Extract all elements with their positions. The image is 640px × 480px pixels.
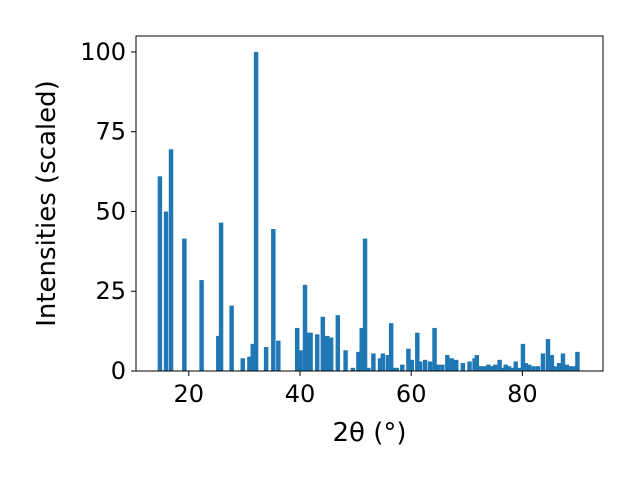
bar bbox=[486, 364, 491, 371]
y-tick-label: 50 bbox=[95, 197, 126, 225]
bar bbox=[575, 351, 580, 371]
bar bbox=[417, 361, 423, 371]
bar bbox=[216, 335, 221, 371]
y-tick-label: 75 bbox=[95, 118, 126, 146]
bar bbox=[556, 363, 562, 371]
bar bbox=[335, 315, 341, 371]
bar bbox=[320, 316, 326, 371]
bar bbox=[218, 222, 224, 371]
x-axis-label: 2θ (°) bbox=[332, 418, 406, 448]
bar bbox=[263, 347, 269, 371]
bar bbox=[409, 359, 414, 371]
x-tick-label: 80 bbox=[507, 380, 538, 408]
bar bbox=[302, 284, 308, 371]
bar bbox=[350, 367, 356, 371]
bar bbox=[199, 280, 204, 371]
bar bbox=[247, 356, 252, 371]
bar bbox=[549, 355, 555, 371]
bar bbox=[385, 355, 391, 371]
x-tick-label: 40 bbox=[285, 380, 316, 408]
bar bbox=[182, 238, 187, 371]
bar bbox=[506, 366, 512, 371]
bar bbox=[276, 340, 281, 371]
bar bbox=[517, 367, 522, 371]
bar bbox=[391, 367, 396, 371]
bar bbox=[377, 358, 383, 371]
bar bbox=[523, 363, 528, 371]
bar bbox=[510, 367, 516, 371]
bar bbox=[328, 337, 334, 371]
bars bbox=[157, 51, 580, 371]
bar bbox=[271, 229, 276, 371]
bar bbox=[406, 348, 411, 371]
bar bbox=[371, 353, 376, 371]
bar bbox=[380, 353, 386, 371]
bar bbox=[305, 332, 311, 371]
bar bbox=[415, 332, 420, 371]
x-tick-label: 20 bbox=[174, 380, 205, 408]
bar bbox=[540, 353, 546, 371]
bar bbox=[435, 364, 441, 371]
bar bbox=[325, 335, 330, 371]
bar bbox=[366, 367, 371, 371]
bar bbox=[315, 334, 320, 371]
bar bbox=[295, 327, 300, 371]
bar bbox=[535, 366, 541, 371]
bar bbox=[445, 355, 450, 371]
bar bbox=[449, 358, 455, 371]
bar bbox=[467, 361, 472, 371]
y-tick-label: 25 bbox=[95, 277, 126, 305]
y-tick-label: 0 bbox=[111, 357, 126, 385]
bar bbox=[560, 353, 566, 371]
bar bbox=[503, 364, 508, 371]
bar bbox=[567, 366, 573, 371]
bar bbox=[531, 366, 536, 371]
bar bbox=[394, 367, 399, 371]
bar bbox=[388, 323, 394, 371]
x-axis-ticks: 20 40 60 80 bbox=[174, 371, 538, 408]
bar bbox=[520, 343, 526, 371]
y-axis-ticks: 0 25 50 75 100 bbox=[80, 38, 136, 385]
bar bbox=[427, 361, 433, 371]
bar bbox=[163, 211, 169, 371]
bar bbox=[552, 366, 557, 371]
bar bbox=[483, 366, 488, 371]
bar bbox=[253, 51, 259, 371]
bar bbox=[500, 367, 505, 371]
bar bbox=[479, 366, 484, 371]
bar bbox=[362, 238, 368, 371]
bar bbox=[400, 364, 405, 371]
bar bbox=[489, 366, 494, 371]
bar bbox=[240, 358, 245, 371]
y-axis-label: Intensities (scaled) bbox=[32, 80, 62, 327]
bar bbox=[564, 364, 570, 371]
bar bbox=[343, 350, 348, 371]
bar bbox=[157, 176, 163, 371]
bar bbox=[359, 327, 364, 371]
bar bbox=[308, 332, 313, 371]
bar bbox=[454, 359, 459, 371]
bar bbox=[298, 350, 303, 371]
bar bbox=[460, 363, 466, 371]
bar bbox=[492, 364, 498, 371]
bar bbox=[356, 351, 361, 371]
bar bbox=[229, 305, 234, 371]
bar bbox=[250, 343, 255, 371]
plot-frame bbox=[135, 35, 604, 372]
bar bbox=[571, 366, 576, 371]
x-tick-label: 60 bbox=[396, 380, 427, 408]
bar bbox=[432, 327, 437, 371]
bar bbox=[440, 364, 445, 371]
bar bbox=[474, 355, 480, 371]
bar bbox=[168, 149, 174, 371]
y-tick-label: 100 bbox=[80, 38, 126, 66]
bar bbox=[526, 364, 532, 371]
bar bbox=[497, 359, 502, 371]
bar bbox=[422, 359, 428, 371]
bar bbox=[513, 361, 518, 371]
bar bbox=[545, 339, 551, 371]
